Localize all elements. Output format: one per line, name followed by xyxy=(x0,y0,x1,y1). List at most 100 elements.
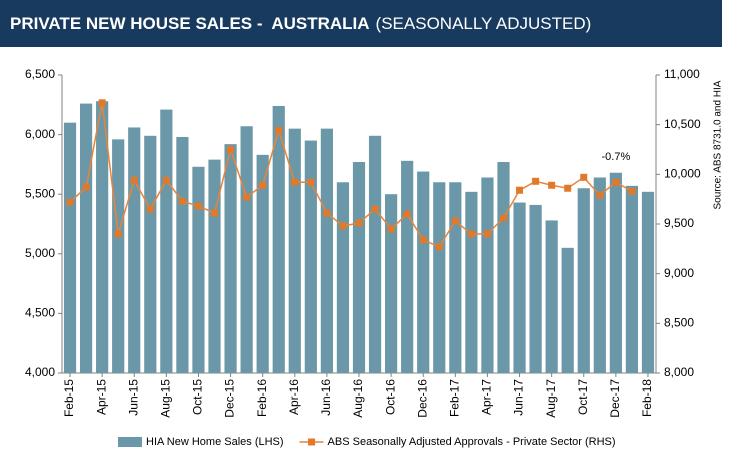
bar xyxy=(63,122,77,374)
bar xyxy=(368,135,382,373)
y2-tick-label: 11,000 xyxy=(664,67,700,81)
y-tick-label: 4,500 xyxy=(25,306,55,320)
marker xyxy=(291,178,299,186)
bar xyxy=(176,136,189,373)
chart-subtitle: (SEASONALLY ADJUSTED) xyxy=(376,14,592,33)
x-tick-label: Oct-15 xyxy=(191,379,205,415)
chart-title-line: PRIVATE NEW HOUSE SALES - AUSTRALIA (SEAS… xyxy=(10,14,591,33)
marker xyxy=(548,181,556,189)
marker xyxy=(259,181,267,189)
y2-tick-label: 8,000 xyxy=(664,365,694,379)
bar xyxy=(417,171,430,373)
x-tick-label: Aug-17 xyxy=(544,379,558,418)
marker xyxy=(194,202,202,210)
bar xyxy=(561,247,574,373)
title-banner xyxy=(0,0,722,47)
marker xyxy=(483,230,491,238)
y-tick-label: 5,000 xyxy=(25,246,55,260)
bar xyxy=(112,139,125,373)
bar xyxy=(433,182,446,373)
x-tick-label: Oct-16 xyxy=(383,379,397,415)
legend-swatch xyxy=(118,437,142,447)
marker xyxy=(435,243,443,251)
y2-tick-label: 9,000 xyxy=(664,266,694,280)
bar xyxy=(625,185,639,373)
marker xyxy=(227,146,235,153)
marker xyxy=(612,178,620,186)
bar xyxy=(465,191,478,373)
bar xyxy=(449,182,462,373)
y-tick-label: 6,000 xyxy=(25,127,55,141)
bar xyxy=(160,109,173,374)
bar xyxy=(272,105,285,373)
bar xyxy=(224,144,237,373)
y2-tick-label: 9,500 xyxy=(664,216,694,230)
x-tick-label: Oct-17 xyxy=(576,379,590,415)
chart-title: PRIVATE NEW HOUSE SALES - AUSTRALIA xyxy=(10,14,370,33)
marker xyxy=(516,186,524,194)
x-tick-label: Feb-18 xyxy=(640,379,654,417)
y-tick-label: 6,500 xyxy=(25,67,55,81)
x-tick-label: Dec-17 xyxy=(608,379,622,418)
bar xyxy=(336,182,350,373)
bar xyxy=(96,101,109,373)
marker xyxy=(596,191,604,199)
bar xyxy=(545,220,558,373)
marker xyxy=(451,217,459,225)
marker xyxy=(355,219,363,227)
bar xyxy=(497,162,510,373)
bar xyxy=(79,103,93,373)
legend-label: HIA New Home Sales (LHS) xyxy=(146,436,284,448)
marker xyxy=(371,205,379,213)
marker xyxy=(403,210,411,218)
y2-tick-label: 10,000 xyxy=(664,167,701,181)
marker xyxy=(532,177,540,185)
marker xyxy=(564,184,572,192)
y2-tick-label: 8,500 xyxy=(664,316,694,330)
bar xyxy=(577,188,590,373)
marker xyxy=(339,222,347,230)
bar xyxy=(609,172,622,373)
marker xyxy=(628,187,636,195)
marker xyxy=(114,230,122,238)
bar xyxy=(240,126,253,373)
legend-marker xyxy=(308,438,316,446)
marker xyxy=(419,236,427,244)
bar xyxy=(385,194,398,373)
x-tick-label: Apr-15 xyxy=(94,379,108,415)
marker xyxy=(82,183,90,191)
marker xyxy=(243,193,251,201)
marker xyxy=(66,198,74,206)
bar xyxy=(513,202,526,373)
x-tick-label: Aug-16 xyxy=(351,379,365,418)
marker xyxy=(467,230,475,238)
bar xyxy=(144,135,157,373)
bar xyxy=(288,128,301,373)
bar xyxy=(529,204,542,373)
bar xyxy=(641,191,655,373)
x-tick-label: Feb-16 xyxy=(255,379,269,417)
marker xyxy=(499,214,507,222)
x-tick-label: Feb-15 xyxy=(62,379,76,417)
bar xyxy=(256,154,269,373)
marker xyxy=(98,99,106,107)
x-tick-label: Jun-15 xyxy=(126,379,140,416)
bar xyxy=(593,177,606,373)
bar xyxy=(352,162,366,373)
bar xyxy=(304,140,317,373)
y-tick-label: 5,500 xyxy=(25,186,55,200)
y2-tick-label: 10,500 xyxy=(664,117,701,131)
x-tick-label: Aug-15 xyxy=(159,379,173,418)
bar xyxy=(481,177,494,373)
source-note: Source: ABS 8731.0 and HIA xyxy=(713,80,724,209)
x-tick-label: Dec-16 xyxy=(415,379,429,418)
marker xyxy=(146,205,154,213)
bar xyxy=(208,159,221,373)
bar xyxy=(401,160,414,373)
marker xyxy=(275,127,283,135)
bar xyxy=(320,128,333,373)
x-tick-label: Jun-16 xyxy=(319,379,333,416)
x-tick-label: Apr-17 xyxy=(480,379,494,415)
x-tick-label: Dec-15 xyxy=(223,379,237,418)
marker xyxy=(130,176,138,184)
